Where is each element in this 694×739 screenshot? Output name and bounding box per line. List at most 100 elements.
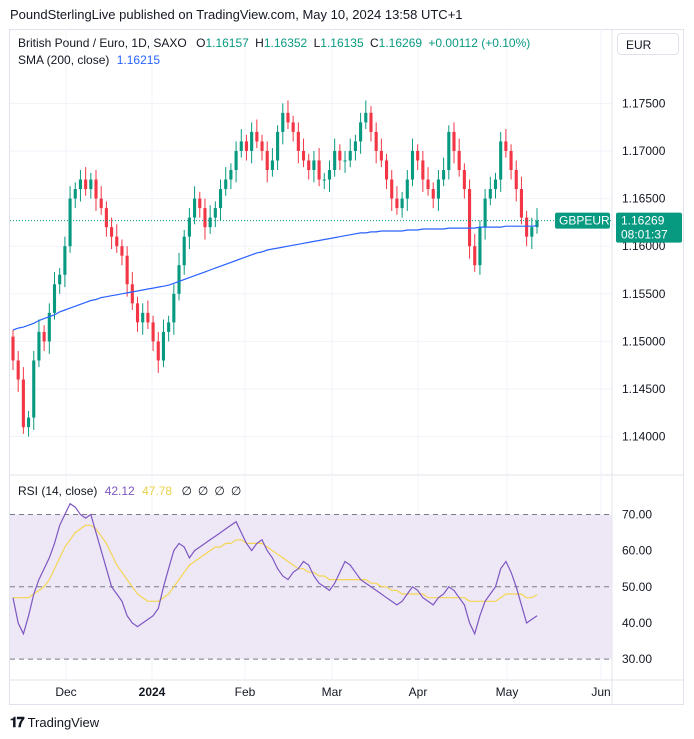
candle-body (374, 131, 378, 151)
rsi-tick-label: 50.00 (622, 580, 652, 594)
candle-body (327, 170, 332, 180)
low-value: 1.16135 (320, 36, 364, 50)
high-label: H (255, 36, 264, 50)
candle-body (405, 179, 409, 199)
na-value-3: ∅ (214, 484, 225, 498)
candle-body (182, 236, 186, 266)
x-tick-label: Apr (409, 685, 428, 699)
publish-header: PoundSterlingLive published on TradingVi… (10, 7, 463, 22)
tradingview-logo-icon: 𝟏𝟕 (10, 714, 25, 730)
candle-body (525, 217, 529, 237)
candle-body (359, 122, 363, 142)
candle-body (442, 170, 446, 180)
candle-body (229, 170, 233, 180)
candle-body (120, 246, 124, 256)
candle-body (265, 150, 269, 170)
candle-body (462, 170, 466, 190)
candle-body (395, 198, 399, 209)
candle-body (530, 227, 534, 237)
price-tick-label: 1.14500 (622, 382, 666, 396)
candle-body (47, 312, 51, 342)
candle-body (291, 122, 295, 132)
open-label: O (196, 36, 206, 50)
symbol-tag-bg (555, 212, 610, 229)
candle-body (177, 265, 181, 294)
candle-body (343, 160, 347, 162)
price-tick-label: 1.15500 (622, 287, 666, 301)
open-value: 1.16157 (205, 36, 249, 50)
candle-body (379, 150, 383, 161)
candle-body (42, 331, 46, 342)
na-value-4: ∅ (230, 484, 242, 498)
sma-legend[interactable]: SMA (200, close) 1.16215 (18, 53, 160, 67)
candle-body (519, 189, 523, 218)
candle-body (234, 150, 238, 170)
chart-frame (9, 29, 684, 705)
candle-body (135, 303, 140, 323)
candle-body (208, 217, 212, 228)
price-tick-label: 1.16500 (622, 192, 666, 206)
price-tick-label: 1.17500 (622, 96, 666, 110)
candle-body (364, 112, 368, 123)
candle-body (473, 246, 477, 266)
candle-body (68, 198, 72, 247)
candle-body (141, 312, 145, 323)
candle-body (483, 198, 487, 228)
rsi-legend[interactable]: RSI (14, close) 42.12 47.78 ∅ ∅ ∅ ∅ (18, 484, 241, 498)
candle-body (535, 220, 539, 228)
candle-body (281, 112, 285, 132)
tradingview-logo[interactable]: 𝟏𝟕 TradingView (10, 714, 99, 731)
rsi-tick-label: 40.00 (622, 616, 652, 630)
candle-body (504, 141, 508, 151)
candle-body (514, 170, 518, 190)
candle-body (63, 246, 67, 275)
currency-button[interactable]: EUR (617, 33, 679, 55)
x-tick-label: May (496, 685, 519, 699)
candle-body (260, 141, 264, 151)
candle-body (457, 150, 461, 170)
candle-body (431, 189, 435, 199)
price-tick-label: 1.17000 (622, 144, 666, 158)
candle-body (467, 189, 472, 247)
price-tick-label: 1.15000 (622, 334, 666, 348)
candle-body (255, 131, 259, 142)
price-tick-label: 1.16000 (622, 239, 666, 253)
candle-body (301, 150, 306, 161)
candle-body (338, 150, 342, 161)
candle-body (156, 341, 160, 361)
candle-body (509, 150, 513, 170)
candle-body (16, 360, 20, 380)
candle-body (250, 131, 254, 151)
candle-body (110, 227, 114, 237)
rsi-tick-label: 30.00 (622, 652, 652, 666)
candle-body (193, 198, 197, 218)
candle-body (32, 360, 36, 418)
candle-body (384, 160, 389, 180)
candle-body (146, 312, 150, 323)
symbol-tag-label: GBPEUR (559, 214, 610, 228)
candle-body (224, 179, 228, 190)
rsi-tick-label: 70.00 (622, 507, 652, 521)
candle-body (213, 208, 217, 218)
rsi-line (12, 502, 538, 636)
symbol-name[interactable]: British Pound / Euro, 1D, SAXO (18, 36, 187, 50)
candle-body (58, 274, 62, 285)
candle-body (390, 179, 394, 199)
low-label: L (313, 36, 321, 50)
candle-body (416, 150, 420, 161)
sma-label: SMA (200, close) (18, 53, 110, 67)
high-value: 1.16352 (263, 36, 308, 50)
candle-body (348, 150, 352, 161)
candle-body (369, 112, 373, 132)
candle-body (161, 331, 166, 361)
candle-body (130, 284, 134, 304)
na-value-1: ∅ (181, 484, 192, 498)
price-tag-bg (616, 212, 682, 243)
candle-body (52, 284, 57, 313)
candle-body (499, 141, 503, 180)
candle-body (151, 322, 155, 342)
x-tick-label: Feb (235, 685, 256, 699)
candle-body (452, 131, 456, 151)
candle-body (478, 227, 482, 266)
